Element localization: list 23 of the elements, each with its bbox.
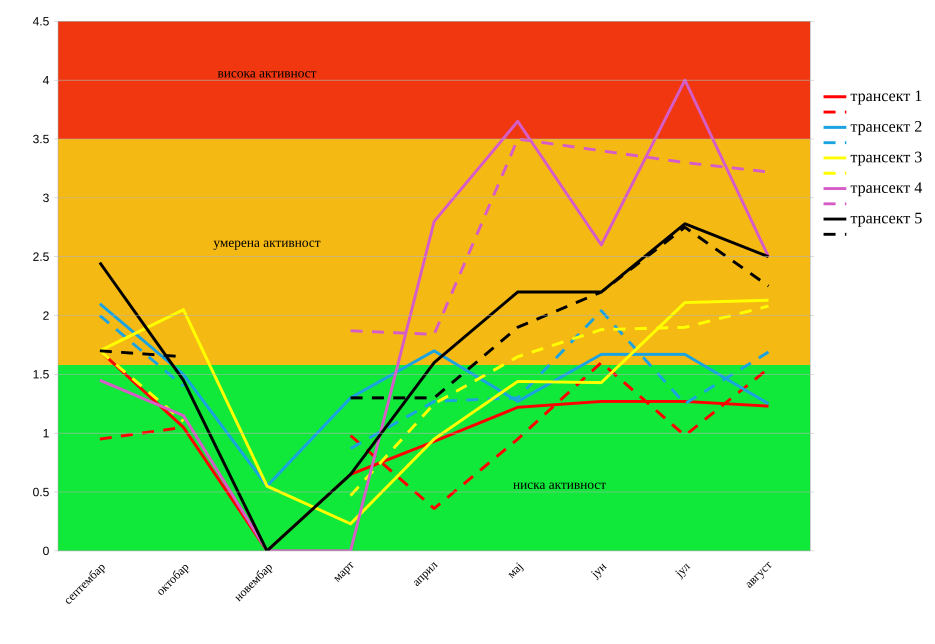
band-label: висока активност xyxy=(218,70,316,78)
legend-label: трансект 3 xyxy=(850,152,922,166)
y-tick-label: 2 xyxy=(43,311,49,320)
band-label: ниска активност xyxy=(513,482,606,489)
y-tick-label: 0 xyxy=(43,546,49,556)
legend-label: трансект 5 xyxy=(850,212,922,227)
x-tick-label: јун xyxy=(591,563,607,580)
y-tick-label: 0.5 xyxy=(33,488,49,496)
y-tick-label: 3.5 xyxy=(33,134,49,144)
y-tick-label: 2.5 xyxy=(33,252,49,261)
y-tick-label: 3 xyxy=(43,193,49,202)
band-label: умерена активност xyxy=(214,240,320,250)
line-series xyxy=(98,78,770,551)
y-tick-label: 1.5 xyxy=(34,370,49,378)
line-series xyxy=(98,222,770,551)
x-tick-label: јул xyxy=(675,563,690,580)
y-tick-label: 1 xyxy=(44,428,49,438)
y-tick-label: 4.5 xyxy=(32,17,49,26)
legend-label: трансект 4 xyxy=(850,182,922,196)
y-tick-label: 4 xyxy=(42,76,49,84)
legend-label: трансект 2 xyxy=(850,120,922,135)
x-tick-label: мај xyxy=(508,562,524,578)
legend-label: трансект 1 xyxy=(850,90,922,104)
